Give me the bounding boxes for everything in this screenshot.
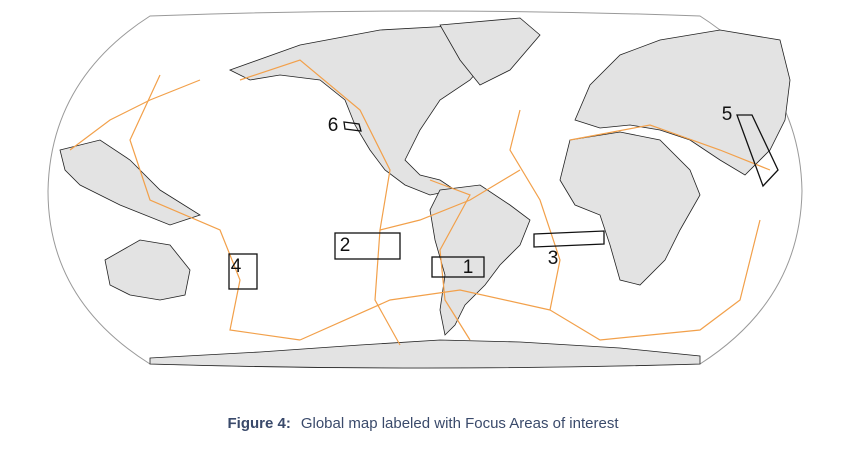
- focus-area-box: [343, 121, 362, 132]
- world-map: [47, 10, 803, 369]
- australia: [104, 239, 191, 301]
- focus-area-label: 1: [463, 257, 474, 278]
- focus-area-label: 4: [231, 256, 242, 277]
- focus-area-box: [334, 232, 401, 260]
- focus-areas: 1 2 3 4 5 6: [228, 104, 779, 290]
- focus-area-label: 3: [548, 248, 559, 269]
- caption-text: Global map labeled with Focus Areas of i…: [301, 415, 619, 432]
- plate-boundaries: [69, 59, 771, 346]
- focus-area-label: 2: [340, 235, 351, 256]
- focus-area-box: [533, 230, 605, 248]
- focus-area-box: [736, 114, 779, 188]
- focus-area-label: 5: [722, 104, 733, 125]
- focus-area-box: [431, 256, 485, 278]
- focus-area-box: [228, 253, 258, 290]
- africa: [559, 131, 701, 286]
- focus-area-label: 6: [328, 115, 339, 136]
- caption-prefix: Figure 4:: [227, 415, 290, 432]
- caption: Figure 4: Global map labeled with Focus A…: [227, 415, 619, 432]
- antarctica: [149, 339, 701, 369]
- greenland: [439, 17, 541, 86]
- se-asia: [59, 139, 201, 226]
- eurasia: [574, 29, 791, 176]
